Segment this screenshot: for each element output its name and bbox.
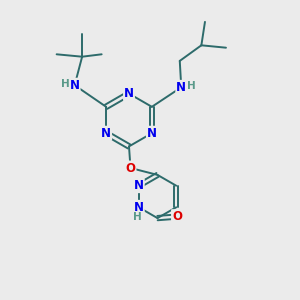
Text: N: N <box>134 179 144 192</box>
Text: H: H <box>187 81 196 91</box>
Text: N: N <box>176 81 186 94</box>
Text: N: N <box>70 79 80 92</box>
Text: H: H <box>61 79 69 89</box>
Text: O: O <box>125 161 136 175</box>
Text: N: N <box>101 127 111 140</box>
Text: N: N <box>124 87 134 100</box>
Text: N: N <box>134 201 144 214</box>
Text: H: H <box>133 212 141 222</box>
Text: N: N <box>147 127 157 140</box>
Text: O: O <box>172 210 182 223</box>
